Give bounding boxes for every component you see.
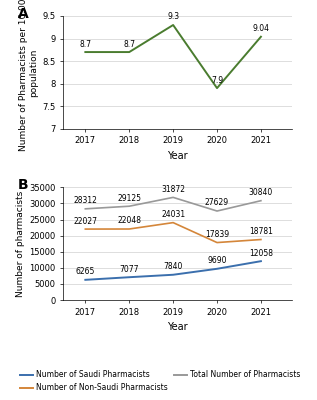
- Legend: Number of Saudi Pharmacists, Number of Non-Saudi Pharmacists, Total Number of Ph: Number of Saudi Pharmacists, Number of N…: [20, 370, 300, 392]
- Text: B: B: [18, 178, 29, 192]
- Text: 6265: 6265: [76, 267, 95, 276]
- Text: 29125: 29125: [117, 194, 141, 203]
- Text: 22048: 22048: [117, 216, 141, 226]
- Text: 8.7: 8.7: [79, 40, 91, 48]
- Text: 7840: 7840: [164, 262, 183, 271]
- Text: 18781: 18781: [249, 227, 273, 236]
- Text: 24031: 24031: [161, 210, 185, 219]
- X-axis label: Year: Year: [167, 322, 188, 332]
- Text: 28312: 28312: [74, 196, 97, 205]
- Text: 7077: 7077: [120, 265, 139, 274]
- Text: 9.04: 9.04: [252, 24, 269, 33]
- Text: 22027: 22027: [73, 216, 97, 226]
- Text: 8.7: 8.7: [123, 40, 135, 48]
- Text: 17839: 17839: [205, 230, 229, 239]
- Y-axis label: Number of Pharmacists per 10,000
population: Number of Pharmacists per 10,000 populat…: [19, 0, 38, 152]
- Text: 9690: 9690: [207, 256, 227, 265]
- Text: 12058: 12058: [249, 249, 273, 258]
- Text: 27629: 27629: [205, 198, 229, 208]
- Text: A: A: [18, 7, 29, 21]
- Text: 31872: 31872: [161, 185, 185, 194]
- Text: 9.3: 9.3: [167, 12, 179, 22]
- Text: 30840: 30840: [249, 188, 273, 197]
- Text: 7.9: 7.9: [211, 76, 223, 84]
- Y-axis label: Number of pharmacists: Number of pharmacists: [16, 190, 25, 297]
- X-axis label: Year: Year: [167, 151, 188, 161]
